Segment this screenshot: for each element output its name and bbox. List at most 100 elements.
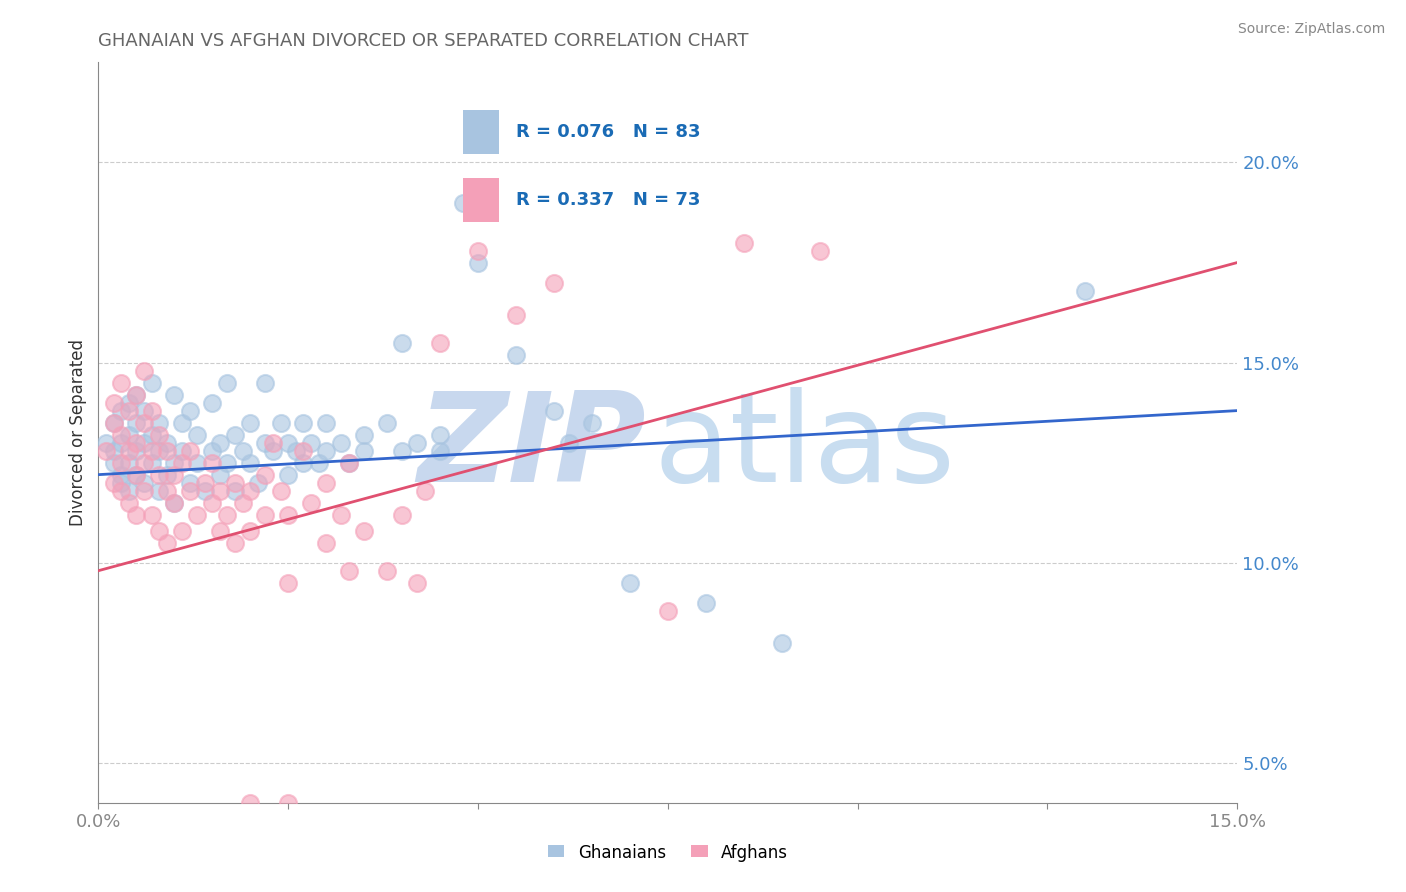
Point <box>201 395 224 409</box>
Point <box>132 435 155 450</box>
Point <box>118 483 141 498</box>
Point <box>170 443 193 458</box>
Point <box>262 443 284 458</box>
Point <box>391 335 413 350</box>
Point <box>94 443 117 458</box>
Point <box>148 524 170 538</box>
Point <box>118 456 141 470</box>
Point <box>337 456 360 470</box>
Point <box>254 435 277 450</box>
Text: ZIP: ZIP <box>416 387 645 508</box>
Point <box>110 456 132 470</box>
Point <box>330 435 353 450</box>
Point <box>148 416 170 430</box>
Point <box>125 467 148 482</box>
Point <box>156 535 179 549</box>
Point <box>110 427 132 442</box>
Point <box>208 435 231 450</box>
Point <box>224 535 246 549</box>
Point <box>103 456 125 470</box>
Point <box>451 195 474 210</box>
Point <box>132 403 155 417</box>
Point <box>208 524 231 538</box>
Point <box>163 496 186 510</box>
Point <box>148 443 170 458</box>
Point <box>239 416 262 430</box>
Point <box>125 387 148 401</box>
Point <box>217 456 239 470</box>
Point <box>110 403 132 417</box>
Legend: Ghanaians, Afghans: Ghanaians, Afghans <box>541 838 794 869</box>
Point <box>467 255 489 269</box>
Point <box>543 403 565 417</box>
Point <box>110 483 132 498</box>
Point <box>156 435 179 450</box>
Point <box>262 435 284 450</box>
Point <box>391 443 413 458</box>
Point <box>186 508 208 522</box>
Point <box>132 483 155 498</box>
Text: atlas: atlas <box>654 387 956 508</box>
Point <box>141 376 163 390</box>
Text: Source: ZipAtlas.com: Source: ZipAtlas.com <box>1237 22 1385 37</box>
Point <box>156 443 179 458</box>
Point <box>170 524 193 538</box>
Point <box>254 376 277 390</box>
Point <box>141 456 163 470</box>
Point <box>232 496 254 510</box>
Point <box>315 475 337 490</box>
Point <box>110 435 132 450</box>
Point <box>315 416 337 430</box>
Point <box>163 387 186 401</box>
Point <box>179 403 201 417</box>
Y-axis label: Divorced or Separated: Divorced or Separated <box>69 339 87 526</box>
Point <box>217 508 239 522</box>
Point <box>148 483 170 498</box>
Point <box>103 395 125 409</box>
Point <box>543 276 565 290</box>
Point <box>125 435 148 450</box>
Point <box>429 443 451 458</box>
Point <box>695 596 717 610</box>
Point <box>224 427 246 442</box>
Point <box>201 456 224 470</box>
Point <box>277 508 299 522</box>
Point <box>429 335 451 350</box>
Point <box>337 456 360 470</box>
Point <box>103 475 125 490</box>
Point <box>179 483 201 498</box>
Point <box>186 427 208 442</box>
Point <box>808 244 831 258</box>
Point <box>118 443 141 458</box>
Point <box>505 348 527 362</box>
Point <box>299 435 322 450</box>
Point <box>125 387 148 401</box>
Point <box>254 508 277 522</box>
Point <box>163 496 186 510</box>
Point <box>467 244 489 258</box>
Point <box>239 456 262 470</box>
Point <box>1074 284 1097 298</box>
Point <box>118 403 141 417</box>
Point <box>413 483 436 498</box>
Point <box>132 363 155 377</box>
Point <box>277 796 299 810</box>
Point <box>270 483 292 498</box>
Point <box>239 483 262 498</box>
Point <box>315 443 337 458</box>
Point <box>103 416 125 430</box>
Point <box>406 575 429 590</box>
Point <box>201 443 224 458</box>
Point <box>141 508 163 522</box>
Point <box>141 443 163 458</box>
Point <box>429 427 451 442</box>
Point <box>224 483 246 498</box>
Point <box>292 456 315 470</box>
Point <box>208 467 231 482</box>
Text: GHANAIAN VS AFGHAN DIVORCED OR SEPARATED CORRELATION CHART: GHANAIAN VS AFGHAN DIVORCED OR SEPARATED… <box>98 32 749 50</box>
Point <box>186 456 208 470</box>
Point <box>141 427 163 442</box>
Point <box>505 308 527 322</box>
Point <box>353 443 375 458</box>
Point <box>132 456 155 470</box>
